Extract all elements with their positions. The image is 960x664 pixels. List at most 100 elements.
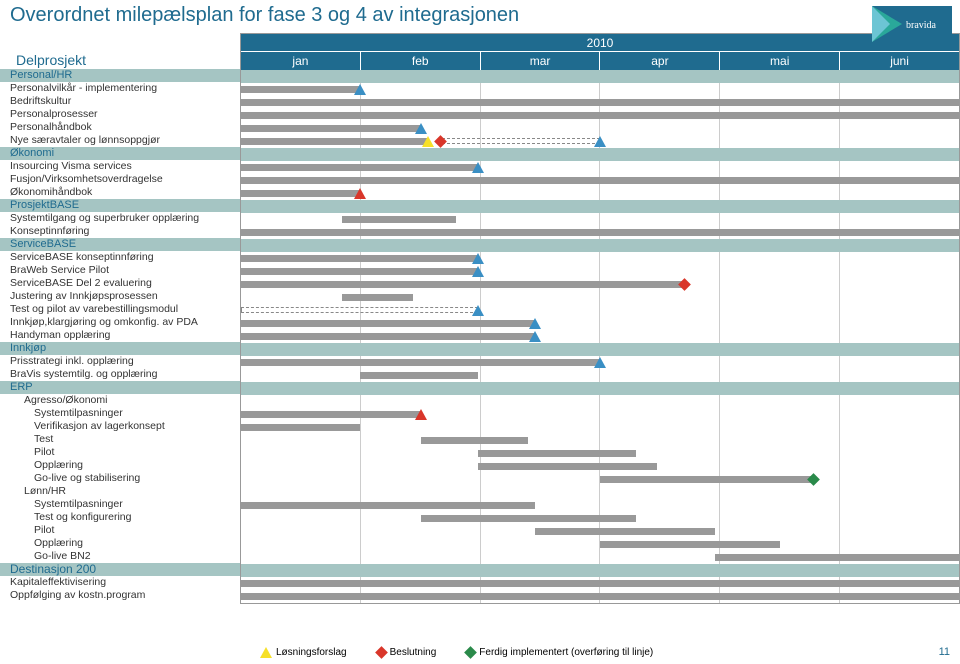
gantt-row [241, 356, 959, 369]
gantt-row [241, 369, 959, 382]
month-mar: mar [481, 52, 601, 70]
gantt-bar [342, 216, 457, 223]
gantt-row [241, 447, 959, 460]
row-label: Destinasjon 200 [0, 563, 240, 576]
year-header: 2010 [241, 34, 959, 52]
row-label: Innkjøp [0, 342, 240, 355]
gantt-row [241, 395, 959, 408]
gantt-row [241, 226, 959, 239]
row-label: Opplæring [0, 537, 240, 550]
gantt-bar-dashed [241, 307, 478, 313]
gantt-bar [241, 190, 360, 197]
milestone-triangle [529, 331, 541, 342]
milestone-triangle [354, 188, 366, 199]
row-label: Personalvilkår - implementering [0, 82, 240, 95]
milestone-triangle [472, 266, 484, 277]
gantt-row [241, 343, 959, 356]
gantt-row [241, 187, 959, 200]
row-label: Lønn/HR [0, 485, 240, 498]
legend-losning-label: Løsningsforslag [276, 647, 347, 658]
gantt-row [241, 421, 959, 434]
gantt-row [241, 83, 959, 96]
month-feb: feb [361, 52, 481, 70]
gantt-row [241, 330, 959, 343]
gantt-bar [241, 164, 478, 171]
gantt-row [241, 434, 959, 447]
row-label: Test og konfigurering [0, 511, 240, 524]
milestone-triangle [415, 409, 427, 420]
milestone-triangle [472, 253, 484, 264]
gantt-row [241, 122, 959, 135]
gantt-bar [241, 502, 535, 509]
row-label: Pilot [0, 524, 240, 537]
gantt-row [241, 174, 959, 187]
row-label: Test [0, 433, 240, 446]
label-column: Delprosjekt Personal/HRPersonalvilkår - … [0, 33, 240, 604]
gantt-row [241, 239, 959, 252]
gantt-bar [421, 437, 529, 444]
milestone-triangle [415, 123, 427, 134]
milestone-triangle [472, 305, 484, 316]
gantt-row [241, 304, 959, 317]
month-mai: mai [720, 52, 840, 70]
legend-losning: Løsningsforslag [260, 647, 347, 658]
gantt-bar [535, 528, 715, 535]
gantt-row [241, 291, 959, 304]
gantt-bar [241, 411, 421, 418]
row-label: Agresso/Økonomi [0, 394, 240, 407]
row-label: Kapitaleffektivisering [0, 576, 240, 589]
gantt-row [241, 486, 959, 499]
gantt-bar [241, 320, 535, 327]
row-label: Systemtilgang og superbruker opplæring [0, 212, 240, 225]
row-label: Pilot [0, 446, 240, 459]
gantt-chart: Delprosjekt Personal/HRPersonalvilkår - … [0, 33, 960, 604]
gantt-area: 2010 janfebmaraprmaijuni [240, 33, 960, 604]
milestone-triangle [422, 136, 434, 147]
months-header: janfebmaraprmaijuni [241, 52, 959, 70]
milestone-triangle [529, 318, 541, 329]
gantt-bar [421, 515, 636, 522]
milestone-triangle [354, 84, 366, 95]
row-label: ServiceBASE konseptinnføring [0, 251, 240, 264]
gantt-bar [241, 255, 478, 262]
gantt-bar [342, 294, 414, 301]
row-label: ServiceBASE Del 2 evaluering [0, 277, 240, 290]
gantt-bar [241, 268, 478, 275]
gantt-bar [600, 541, 780, 548]
gantt-row [241, 512, 959, 525]
gantt-row [241, 213, 959, 226]
milestone-triangle [472, 162, 484, 173]
gantt-bar [241, 359, 600, 366]
row-label: Fusjon/Virksomhetsoverdragelse [0, 173, 240, 186]
milestone-triangle [594, 357, 606, 368]
gantt-row [241, 408, 959, 421]
legend-beslutning: Beslutning [377, 647, 437, 658]
gantt-bar [241, 112, 959, 119]
gantt-bar [715, 554, 959, 561]
row-label: Konseptinnføring [0, 225, 240, 238]
gantt-bar [478, 463, 658, 470]
gantt-row [241, 265, 959, 278]
row-label: Systemtilpasninger [0, 498, 240, 511]
gantt-bar [241, 99, 959, 106]
legend-ferdig-label: Ferdig implementert (overføring til linj… [479, 647, 653, 658]
month-jan: jan [241, 52, 361, 70]
gantt-row [241, 538, 959, 551]
row-label: Nye særavtaler og lønnsoppgjør [0, 134, 240, 147]
row-label: Prisstrategi inkl. opplæring [0, 355, 240, 368]
gantt-row [241, 96, 959, 109]
row-label: Verifikasjon av lagerkonsept [0, 420, 240, 433]
gantt-bar [241, 424, 360, 431]
gantt-bar [241, 125, 421, 132]
row-label: Insourcing Visma services [0, 160, 240, 173]
svg-text:bravida: bravida [906, 20, 937, 31]
gantt-row [241, 564, 959, 577]
gantt-row [241, 590, 959, 603]
gantt-row [241, 460, 959, 473]
row-label: Personal/HR [0, 69, 240, 82]
row-label: BraWeb Service Pilot [0, 264, 240, 277]
gantt-bar [241, 138, 428, 145]
row-label: Justering av Innkjøpsprosessen [0, 290, 240, 303]
gantt-bar [241, 229, 959, 236]
gantt-row [241, 499, 959, 512]
